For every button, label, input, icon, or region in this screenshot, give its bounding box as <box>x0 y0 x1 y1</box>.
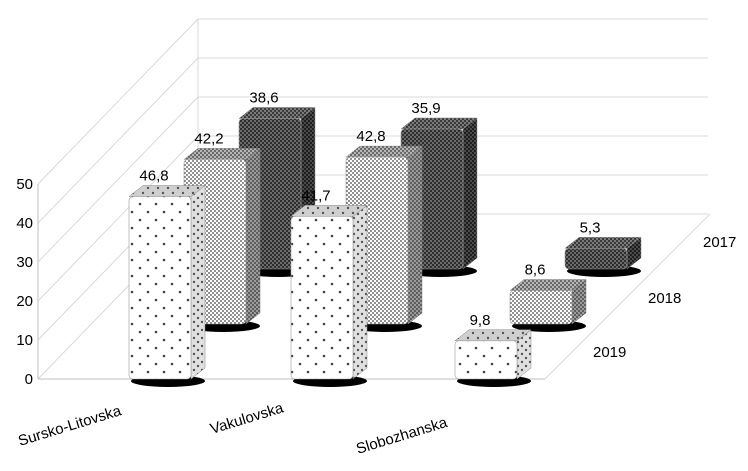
data-label: 38,6 <box>249 89 278 106</box>
bar-2019-0 <box>128 184 206 387</box>
chart-labels: 38,6 35,9 5,3 42,2 42,8 8,6 46,8 41,7 9,8 <box>139 89 600 328</box>
series-label-2018: 2018 <box>648 290 681 307</box>
data-label: 46,8 <box>139 167 168 184</box>
x-category-label: Vakulovska <box>208 399 286 438</box>
data-label: 42,2 <box>194 130 223 147</box>
y-tick-label: 0 <box>25 371 33 388</box>
y-tick-label: 30 <box>16 254 33 271</box>
data-label: 42,8 <box>356 128 385 145</box>
y-tick-label: 50 <box>16 176 33 193</box>
bar-2017-2 <box>564 236 642 277</box>
gridline <box>37 18 708 185</box>
data-label: 8,6 <box>525 261 546 278</box>
series-label-2019: 2019 <box>593 344 626 361</box>
floor-edge <box>544 213 711 380</box>
bar-2019-2 <box>454 329 532 387</box>
data-label: 9,8 <box>470 312 491 329</box>
gridline <box>37 57 708 224</box>
y-tick-label: 40 <box>16 215 33 232</box>
data-label: 35,9 <box>411 100 440 117</box>
x-category-label: Slobozhanska <box>354 414 450 458</box>
bar-2018-2 <box>509 278 587 332</box>
data-label: 5,3 <box>580 219 601 236</box>
x-category-label: Sursko-Litovska <box>16 402 124 450</box>
bar-2019-1 <box>290 204 368 387</box>
data-label: 41,7 <box>301 187 330 204</box>
gridline <box>37 96 708 263</box>
chart-bars <box>128 106 642 387</box>
y-tick-label: 20 <box>16 293 33 310</box>
y-tick-label: 10 <box>16 332 33 349</box>
series-label-2017: 2017 <box>703 234 736 251</box>
